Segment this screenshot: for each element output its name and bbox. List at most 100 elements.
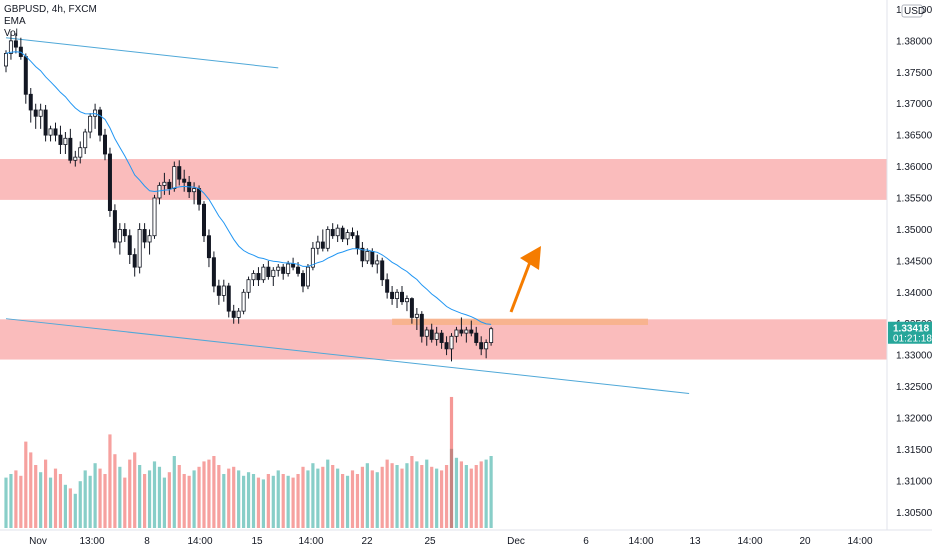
zone-resistance[interactable]: [0, 159, 887, 200]
candle[interactable]: [479, 336, 484, 356]
current-price-badge[interactable]: [888, 321, 932, 344]
candle[interactable]: [291, 257, 296, 271]
candle[interactable]: [355, 230, 360, 255]
candle[interactable]: [73, 150, 78, 167]
candle[interactable]: [83, 128, 88, 154]
candle[interactable]: [53, 122, 58, 142]
candle[interactable]: [112, 204, 117, 249]
candle[interactable]: [395, 289, 400, 308]
candle[interactable]: [236, 308, 241, 324]
candle[interactable]: [157, 182, 162, 205]
candle[interactable]: [484, 339, 489, 359]
candle[interactable]: [117, 223, 122, 255]
candle[interactable]: [147, 229, 152, 255]
candle[interactable]: [182, 169, 187, 192]
candle[interactable]: [464, 326, 469, 343]
candle[interactable]: [300, 270, 305, 293]
candle[interactable]: [13, 33, 18, 54]
candle[interactable]: [261, 264, 266, 283]
candle[interactable]: [281, 264, 286, 280]
candle[interactable]: [43, 104, 48, 142]
trendline-2[interactable]: [5, 318, 690, 394]
candle[interactable]: [454, 326, 459, 343]
candle[interactable]: [276, 264, 281, 277]
candle[interactable]: [424, 326, 429, 346]
candle[interactable]: [28, 88, 33, 123]
candle[interactable]: [38, 103, 43, 129]
candle[interactable]: [419, 311, 424, 343]
candle[interactable]: [48, 125, 53, 142]
vol-label[interactable]: Vol: [4, 28, 18, 39]
candle[interactable]: [142, 223, 147, 249]
symbol-label[interactable]: GBPUSD, 4h, FXCM: [4, 4, 97, 15]
candle[interactable]: [241, 289, 246, 315]
candle[interactable]: [216, 279, 221, 305]
candle[interactable]: [271, 267, 276, 286]
candle[interactable]: [162, 172, 167, 195]
candle[interactable]: [93, 103, 98, 129]
candle[interactable]: [414, 308, 419, 330]
candle[interactable]: [489, 326, 494, 346]
currency-box[interactable]: [901, 4, 923, 18]
candle[interactable]: [335, 224, 340, 242]
candle[interactable]: [4, 50, 9, 73]
candle[interactable]: [231, 304, 236, 324]
candle[interactable]: [68, 128, 73, 164]
candle[interactable]: [409, 297, 414, 324]
candle[interactable]: [315, 235, 320, 255]
candle[interactable]: [380, 257, 385, 286]
candle[interactable]: [469, 320, 474, 337]
candle[interactable]: [201, 201, 206, 242]
candle[interactable]: [206, 229, 211, 268]
candle[interactable]: [251, 270, 256, 286]
candle[interactable]: [88, 113, 93, 139]
candle[interactable]: [58, 125, 63, 154]
candle[interactable]: [320, 229, 325, 252]
candle[interactable]: [390, 286, 395, 305]
candle[interactable]: [340, 225, 345, 242]
candle[interactable]: [107, 147, 112, 217]
candle[interactable]: [434, 326, 439, 346]
candle[interactable]: [439, 330, 444, 349]
candle[interactable]: [256, 267, 261, 286]
candle[interactable]: [127, 229, 132, 264]
candle[interactable]: [167, 179, 172, 195]
candle[interactable]: [404, 295, 409, 312]
zone-small-box[interactable]: [392, 318, 648, 325]
candle[interactable]: [266, 260, 271, 280]
candle[interactable]: [78, 141, 83, 164]
candle[interactable]: [122, 223, 127, 242]
candle[interactable]: [444, 336, 449, 356]
candle[interactable]: [246, 276, 251, 299]
ema-label[interactable]: EMA: [4, 16, 26, 27]
candle[interactable]: [8, 31, 13, 60]
candle[interactable]: [305, 264, 310, 290]
candle[interactable]: [474, 326, 479, 346]
candle[interactable]: [221, 279, 226, 302]
ema-line[interactable]: [5, 51, 492, 325]
candle[interactable]: [459, 317, 464, 337]
candle[interactable]: [330, 223, 335, 239]
candle[interactable]: [152, 194, 157, 239]
trendline-1[interactable]: [5, 37, 279, 69]
candle[interactable]: [325, 226, 330, 252]
candle[interactable]: [226, 282, 231, 318]
candle[interactable]: [103, 128, 108, 161]
candle[interactable]: [211, 251, 216, 293]
candle[interactable]: [177, 160, 182, 186]
candle[interactable]: [192, 182, 197, 205]
candle[interactable]: [18, 37, 23, 60]
candle[interactable]: [33, 103, 38, 129]
candle[interactable]: [399, 286, 404, 305]
candle[interactable]: [98, 106, 103, 142]
candle[interactable]: [310, 242, 315, 271]
candle[interactable]: [63, 132, 68, 154]
candle[interactable]: [350, 227, 355, 239]
candle[interactable]: [345, 229, 350, 246]
candle[interactable]: [172, 161, 177, 192]
candle[interactable]: [385, 273, 390, 299]
candle[interactable]: [365, 248, 370, 264]
candle[interactable]: [429, 323, 434, 343]
candle[interactable]: [132, 248, 137, 277]
